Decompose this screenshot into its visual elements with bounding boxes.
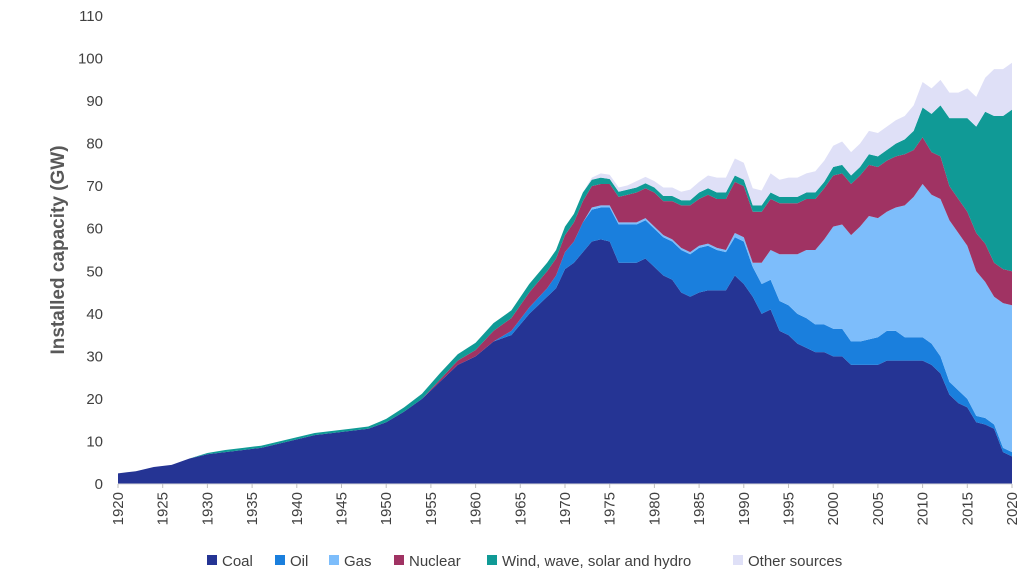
legend-item-oil: Oil bbox=[275, 553, 308, 570]
x-tick-label: 2005 bbox=[870, 492, 887, 525]
y-axis-title: Installed capacity (GW) bbox=[48, 145, 69, 354]
legend-item-gas: Gas bbox=[329, 553, 372, 570]
y-tick-label: 70 bbox=[86, 178, 103, 195]
legend-label: Nuclear bbox=[409, 553, 461, 570]
x-tick-label: 1930 bbox=[199, 492, 216, 525]
legend-label: Oil bbox=[290, 553, 308, 570]
y-tick-label: 10 bbox=[86, 433, 103, 450]
area-series-other-sources bbox=[118, 62, 1012, 474]
x-tick-label: 1980 bbox=[646, 492, 663, 525]
x-tick-label: 1945 bbox=[334, 492, 351, 525]
x-tick-label: 1985 bbox=[691, 492, 708, 525]
y-tick-label: 100 bbox=[78, 51, 103, 68]
legend-label: Other sources bbox=[748, 553, 842, 570]
x-tick-label: 1965 bbox=[512, 492, 529, 525]
y-tick-label: 20 bbox=[86, 391, 103, 408]
x-tick-label: 1995 bbox=[781, 492, 798, 525]
y-tick-label: 90 bbox=[86, 93, 103, 110]
y-tick-label: 0 bbox=[95, 476, 103, 493]
legend-swatch bbox=[329, 555, 339, 565]
x-tick-label: 1940 bbox=[289, 492, 306, 525]
x-tick-label: 1970 bbox=[557, 492, 574, 525]
y-tick-label: 110 bbox=[79, 8, 103, 25]
y-tick-label: 30 bbox=[86, 348, 103, 365]
area-series-gas bbox=[118, 184, 1012, 474]
area-series-nuclear bbox=[118, 137, 1012, 474]
legend-label: Gas bbox=[344, 553, 372, 570]
x-tick-label: 2000 bbox=[825, 492, 842, 525]
x-axis: 1920 1925 1930 1935 1940 1945 1950 1955 1960 1965… bbox=[110, 484, 1021, 525]
y-axis: 0 10 20 30 40 50 60 70 80 90 100 110 bbox=[78, 8, 103, 493]
x-tick-label: 1955 bbox=[423, 492, 440, 525]
x-tick-label: 1990 bbox=[736, 492, 753, 525]
x-tick-label: 1925 bbox=[155, 492, 172, 525]
x-tick-label: 1960 bbox=[468, 492, 485, 525]
legend: Coal Oil Gas Nuclear Wind, wave, solar and h… bbox=[207, 553, 842, 570]
area-series-coal bbox=[118, 239, 1012, 484]
legend-item-wind-wave-solar-and-hydro: Wind, wave, solar and hydro bbox=[487, 553, 691, 570]
y-tick-label: 60 bbox=[86, 221, 103, 238]
x-tick-label: 1935 bbox=[244, 492, 261, 525]
x-tick-label: 1975 bbox=[602, 492, 619, 525]
x-tick-label: 2010 bbox=[915, 492, 932, 525]
legend-item-coal: Coal bbox=[207, 553, 253, 570]
x-tick-label: 2020 bbox=[1004, 492, 1021, 525]
legend-swatch bbox=[207, 555, 217, 565]
plot-area bbox=[118, 62, 1012, 484]
x-tick-label: 1950 bbox=[378, 492, 395, 525]
x-tick-label: 2015 bbox=[959, 492, 976, 525]
legend-item-nuclear: Nuclear bbox=[394, 553, 461, 570]
y-tick-label: 50 bbox=[86, 263, 103, 280]
legend-swatch bbox=[275, 555, 285, 565]
legend-label: Wind, wave, solar and hydro bbox=[502, 553, 691, 570]
legend-swatch bbox=[394, 555, 404, 565]
legend-swatch bbox=[733, 555, 743, 565]
y-tick-label: 40 bbox=[86, 306, 103, 323]
area-series-wind-wave-solar-and-hydro bbox=[118, 105, 1012, 474]
x-tick-label: 1920 bbox=[110, 492, 127, 525]
area-series-oil bbox=[118, 207, 1012, 474]
y-tick-label: 80 bbox=[86, 136, 103, 153]
legend-item-other-sources: Other sources bbox=[733, 553, 842, 570]
legend-swatch bbox=[487, 555, 497, 565]
legend-label: Coal bbox=[222, 553, 253, 570]
